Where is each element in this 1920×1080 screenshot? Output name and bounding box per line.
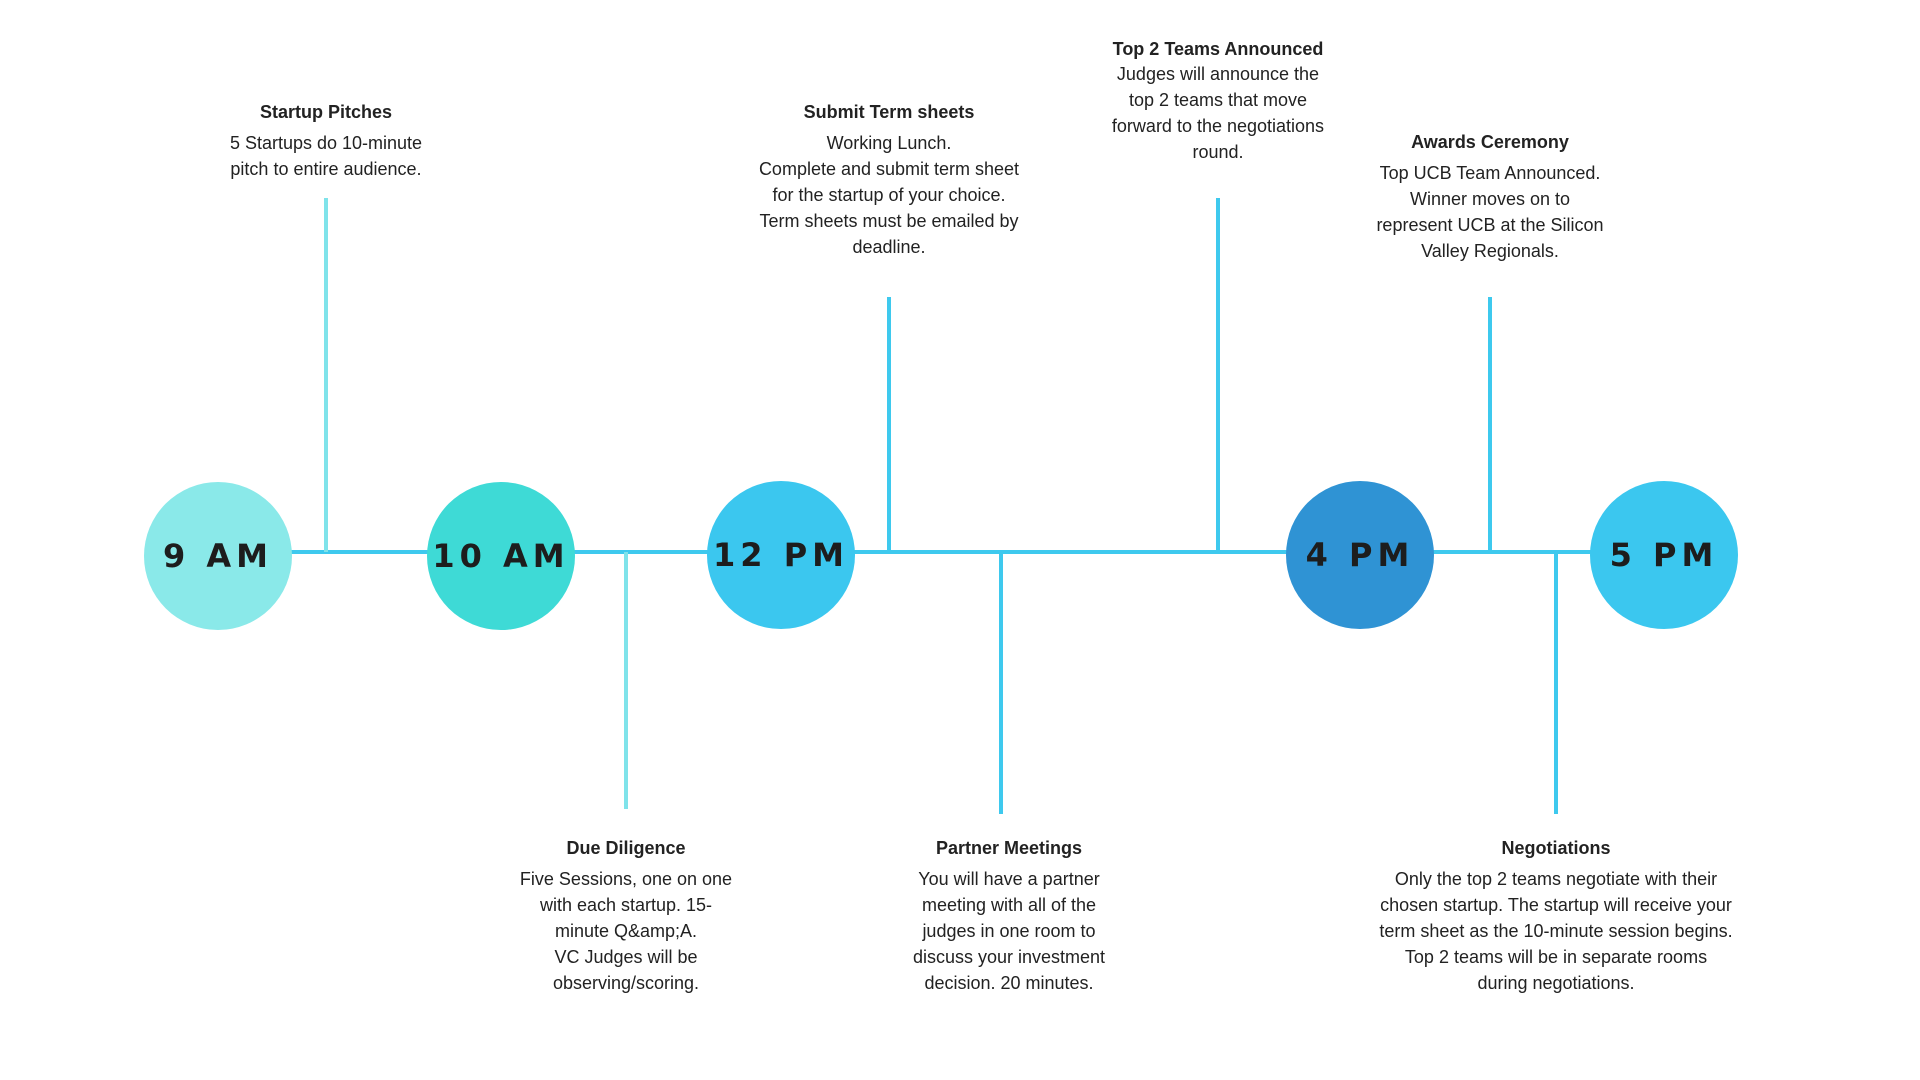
event-line: observing/scoring. — [552, 973, 700, 993]
event-title: Partner Meetings — [935, 838, 1083, 858]
event-title: Negotiations — [1501, 838, 1611, 858]
event-top-2-teams-announced: Top 2 Teams Announced Judges will announ… — [1068, 37, 1368, 165]
event-line: Complete and submit term sheet — [758, 159, 1020, 179]
event-line: forward to the negotiations — [1111, 116, 1325, 136]
event-line: VC Judges will be — [554, 947, 698, 967]
connector-due-diligence — [624, 552, 628, 809]
event-line: 5 Startups do 10-minute — [229, 133, 423, 153]
event-line: Top UCB Team Announced. — [1379, 163, 1601, 183]
time-label: 9 AM — [162, 537, 273, 575]
event-line: chosen startup. The startup will receive… — [1380, 895, 1732, 915]
event-title: Top 2 Teams Announced — [1112, 39, 1324, 59]
event-line: decision. 20 minutes. — [924, 973, 1094, 993]
connector-startup-pitches — [324, 198, 328, 552]
event-line: represent UCB at the Silicon — [1376, 215, 1604, 235]
event-line: Winner moves on to — [1409, 189, 1571, 209]
event-awards-ceremony: Awards Ceremony Top UCB Team Announced. … — [1340, 130, 1640, 264]
event-line: discuss your investment — [912, 947, 1106, 967]
event-line: Five Sessions, one on one — [519, 869, 733, 889]
event-title: Awards Ceremony — [1411, 132, 1569, 152]
timeline-axis — [290, 550, 1610, 554]
time-label: 12 PM — [713, 536, 849, 574]
event-line: minute Q&amp;A. — [554, 921, 698, 941]
event-line: Working Lunch. — [826, 133, 952, 153]
event-submit-term-sheets: Submit Term sheets Working Lunch. Comple… — [739, 100, 1039, 260]
time-12pm-circle: 12 PM — [707, 481, 855, 629]
event-line: round. — [1192, 142, 1244, 162]
event-title: Submit Term sheets — [803, 102, 975, 122]
event-negotiations: Negotiations Only the top 2 teams negoti… — [1336, 836, 1776, 996]
connector-awards-ceremony — [1488, 297, 1492, 552]
event-partner-meetings: Partner Meetings You will have a partner… — [859, 836, 1159, 996]
event-line: You will have a partner — [918, 869, 1100, 889]
event-line: Term sheets must be emailed by — [759, 211, 1019, 231]
time-label: 4 PM — [1305, 536, 1415, 574]
time-9am-circle: 9 AM — [144, 482, 292, 630]
event-due-diligence: Due Diligence Five Sessions, one on one … — [476, 836, 776, 996]
event-line: meeting with all of the — [921, 895, 1097, 915]
event-line: Judges will announce the — [1116, 64, 1320, 84]
event-line: term sheet as the 10-minute session begi… — [1379, 921, 1733, 941]
time-10am-circle: 10 AM — [427, 482, 575, 630]
connector-submit-term-sheets — [887, 297, 891, 552]
event-title: Startup Pitches — [259, 102, 393, 122]
event-startup-pitches: Startup Pitches 5 Startups do 10-minute … — [176, 100, 476, 182]
event-line: during negotiations. — [1477, 973, 1635, 993]
event-line: pitch to entire audience. — [230, 159, 422, 179]
connector-partner-meetings — [999, 552, 1003, 814]
event-line: Only the top 2 teams negotiate with thei… — [1394, 869, 1718, 889]
event-line: with each startup. 15- — [539, 895, 713, 915]
time-label: 5 PM — [1609, 536, 1719, 574]
connector-negotiations — [1554, 552, 1558, 814]
event-line: for the startup of your choice. — [772, 185, 1006, 205]
event-title: Due Diligence — [566, 838, 686, 858]
event-line: deadline. — [852, 237, 926, 257]
event-line: Top 2 teams will be in separate rooms — [1404, 947, 1708, 967]
time-5pm-circle: 5 PM — [1590, 481, 1738, 629]
event-line: Valley Regionals. — [1421, 241, 1559, 261]
connector-top-2-teams — [1216, 198, 1220, 552]
time-4pm-circle: 4 PM — [1286, 481, 1434, 629]
event-line: top 2 teams that move — [1128, 90, 1308, 110]
time-label: 10 AM — [432, 537, 570, 575]
event-line: judges in one room to — [922, 921, 1096, 941]
